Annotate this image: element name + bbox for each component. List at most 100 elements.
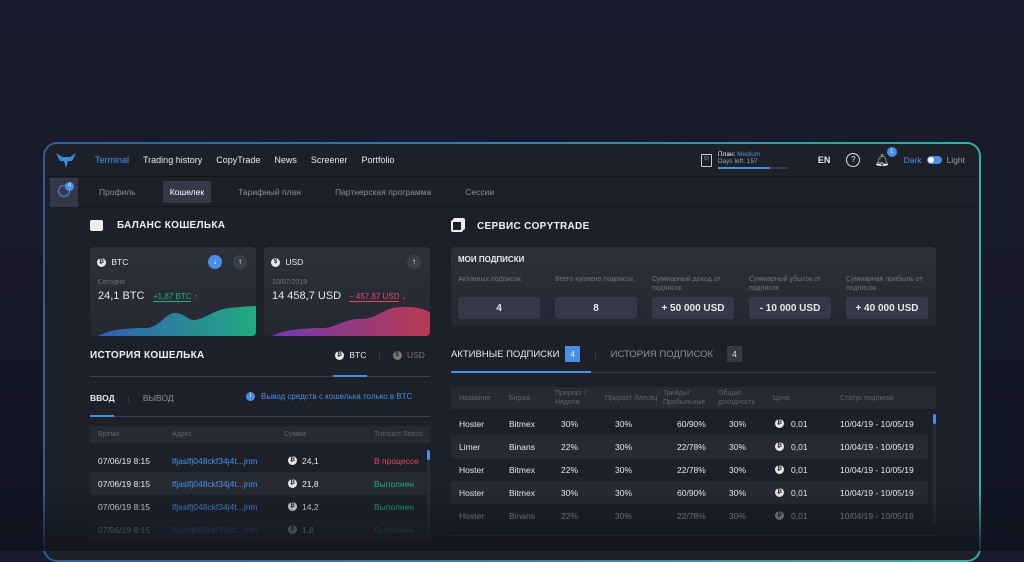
cell: Hoster bbox=[459, 487, 485, 498]
history-table: Время Адрес Сумма Transact Status 07/06/19 … bbox=[90, 426, 430, 560]
subnav-item[interactable]: Сессии bbox=[465, 187, 495, 197]
bitcoin-icon: ₿ bbox=[775, 488, 784, 497]
table-row[interactable]: 07/06/19 8:15 lfjaslfj048ckf34j4t...jnm 14… bbox=[90, 495, 426, 518]
bell-icon[interactable]: 🔔︎ 1 bbox=[874, 147, 897, 167]
tab-withdraw[interactable]: ВЫВОД bbox=[142, 393, 174, 403]
stat-value: 4 bbox=[458, 297, 540, 319]
usd-balance-card: $ USD ↑ 10/07/2019 14 458,7 USD − 457,87… bbox=[264, 247, 430, 336]
subscription-tabs: АКТИВНЫЕ ПОДПИСКИ 4 | ИСТОРИЯ ПОДПИСОК 4 bbox=[451, 346, 742, 362]
bitcoin-icon: ₿ bbox=[288, 456, 297, 465]
cell: 10/04/19 - 10/05/19 bbox=[840, 464, 914, 475]
language-selector[interactable]: EN bbox=[817, 155, 831, 165]
scrollbar[interactable] bbox=[427, 450, 430, 540]
plan-value: Medium bbox=[737, 151, 761, 158]
usd-change: − 457,87 USD bbox=[349, 292, 400, 302]
cell-address[interactable]: lfjaslfj048ckf34j4t...jnm bbox=[172, 501, 258, 512]
withdraw-button[interactable]: ↑ bbox=[407, 255, 421, 269]
theme-toggle[interactable] bbox=[926, 156, 942, 164]
nav-terminal[interactable]: Terminal bbox=[95, 155, 130, 165]
table-row[interactable]: Limer Binans 22% 30% 22/78% 30% 0,01 10/04/19 -… bbox=[451, 435, 928, 458]
cell: Binans bbox=[509, 441, 535, 452]
tab-btc[interactable]: ₿ BTC bbox=[335, 350, 366, 361]
cell: 30% bbox=[561, 418, 579, 429]
tab-subscription-history[interactable]: ИСТОРИЯ ПОДПИСОК 4 bbox=[611, 346, 742, 362]
stat-value: - 10 000 USD bbox=[749, 297, 831, 319]
column-header: Прирост /Неделя bbox=[555, 390, 587, 406]
cell-address[interactable]: lfjaslfj048ckf34j4t...jnm bbox=[172, 524, 258, 535]
direction-tabs: ВВОД | ВЫВОД bbox=[90, 393, 174, 403]
my-subscriptions-panel: МОИ ПОДПИСКИ Активных подписок 4 Всего куп… bbox=[451, 247, 936, 326]
column-header: Трейды/ Прибыльные bbox=[663, 390, 706, 406]
bitcoin-icon: ₿ bbox=[288, 525, 297, 534]
table-row[interactable]: Hoster Bitmex 30% 30% 60/90% 30% 0,01 10/04/19 … bbox=[451, 412, 928, 435]
cell: 22% bbox=[561, 441, 579, 452]
subnav-item[interactable]: Партнерская программа bbox=[334, 187, 432, 197]
scrollbar[interactable] bbox=[933, 414, 936, 524]
subnav-item[interactable]: Кошелек bbox=[162, 181, 212, 203]
cell: 30% bbox=[615, 510, 633, 521]
cell-address[interactable]: lfjaslfj048ckf34j4t...jnm bbox=[172, 455, 258, 466]
table-row[interactable]: 07/06/19 8:15 lfjaslfj048ckf34j4t...jnm 21… bbox=[90, 472, 426, 495]
cell: 10/04/19 - 10/05/19 bbox=[840, 487, 914, 498]
nav-copytrade[interactable]: CopyTrade bbox=[216, 155, 261, 165]
subnav-item[interactable]: Профиль bbox=[99, 187, 136, 197]
subnav-item[interactable]: Тарифный план bbox=[238, 187, 301, 197]
cell: 0,01 bbox=[791, 464, 808, 475]
logo-icon[interactable] bbox=[55, 151, 77, 169]
column-header: Биржа bbox=[509, 394, 530, 402]
question-circle-icon[interactable]: ? bbox=[846, 153, 861, 167]
bitcoin-icon: ₿ bbox=[335, 351, 344, 361]
table-row[interactable]: Hoster Bitmex 22% 30% 22/78% 30% 0,01 10/04/19 … bbox=[451, 458, 928, 481]
cell: 30% bbox=[615, 487, 633, 498]
table-row[interactable]: 07/06/19 8:15 lfjaslfj048ckf34j4t...jnm 1,… bbox=[90, 518, 426, 541]
tab-usd[interactable]: $ USD bbox=[392, 350, 425, 361]
cell: 30% bbox=[729, 418, 747, 429]
table-row[interactable]: Hoster Bitmex 30% 30% 60/90% 30% 0,01 10/04/19 … bbox=[451, 481, 928, 504]
cell-amount: 21,8 bbox=[302, 478, 319, 489]
usd-sparkline bbox=[272, 306, 430, 336]
nav-portfolio[interactable]: Portfolio bbox=[361, 155, 395, 165]
cell: 22/78% bbox=[677, 510, 706, 521]
column-header: Адрес bbox=[172, 431, 193, 438]
theme-dark-label: Dark bbox=[903, 155, 922, 165]
cell: Bitmex bbox=[509, 418, 535, 429]
notification-badge: 1 bbox=[886, 147, 897, 157]
cell-time: 07/06/19 8:15 bbox=[98, 478, 150, 489]
nav-screener[interactable]: Screener bbox=[310, 155, 348, 165]
bitcoin-icon: ₿ bbox=[288, 502, 297, 511]
info-icon: i bbox=[246, 392, 255, 401]
column-header: Время bbox=[98, 431, 120, 438]
tab-deposit[interactable]: ВВОД bbox=[90, 393, 115, 403]
column-header: Сумма bbox=[284, 431, 306, 438]
tab-active-subscriptions[interactable]: АКТИВНЫЕ ПОДПИСКИ 4 bbox=[451, 346, 581, 362]
cell-status: Выполнен bbox=[374, 478, 414, 489]
table-row[interactable]: 07/06/19 8:15 lfjaslfj048ckf34j4t...jnm 24… bbox=[90, 449, 426, 472]
dollar-icon: $ bbox=[392, 351, 402, 361]
withdraw-button[interactable]: ↑ bbox=[233, 255, 247, 269]
cell: 60/90% bbox=[677, 418, 706, 429]
cell: 60/90% bbox=[677, 487, 706, 498]
cell: 30% bbox=[561, 487, 579, 498]
avatar-badge: 4 bbox=[65, 181, 74, 191]
column-header: Цена bbox=[773, 394, 790, 402]
cell: 30% bbox=[729, 510, 747, 521]
deposit-button[interactable]: ↓ bbox=[208, 255, 222, 269]
nav-news[interactable]: News bbox=[274, 155, 297, 165]
nav-trading-history[interactable]: Trading history bbox=[143, 155, 203, 165]
avatar[interactable]: 4 bbox=[50, 177, 78, 207]
cell: 22% bbox=[561, 464, 579, 475]
column-header: Прирост /Месяц bbox=[605, 394, 658, 402]
cell: Limer bbox=[459, 441, 481, 452]
cell-status: Выполнен bbox=[374, 524, 414, 535]
cell-address[interactable]: lfjaslfj048ckf34j4t...jnm bbox=[172, 478, 258, 489]
plan-widget[interactable]: План: Medium Days left: 157 bbox=[717, 151, 788, 169]
dollar-icon: $ bbox=[271, 258, 280, 268]
stat-label: Суммарный убыток от подписок bbox=[749, 276, 822, 292]
cell: 10/04/19 - 10/05/19 bbox=[840, 510, 914, 521]
days-left: Days left: 157 bbox=[717, 158, 758, 165]
table-row[interactable]: Hoster Binans 22% 30% 22/78% 30% 0,01 10/04/19 … bbox=[451, 504, 928, 527]
cell: 0,01 bbox=[791, 510, 808, 521]
cell: Bitmex bbox=[509, 487, 535, 498]
top-nav: Terminal Trading history CopyTrade News Scre… bbox=[45, 144, 979, 177]
cell: Hoster bbox=[459, 510, 485, 521]
